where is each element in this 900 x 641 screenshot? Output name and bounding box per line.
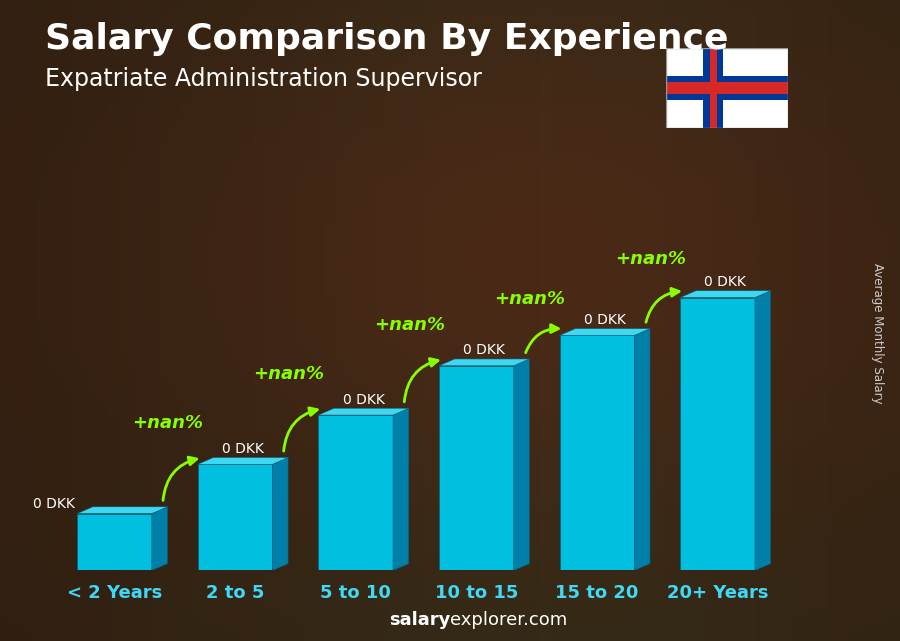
Text: explorer.com: explorer.com <box>450 612 567 629</box>
Text: salary: salary <box>389 612 450 629</box>
Polygon shape <box>198 464 273 570</box>
Text: +nan%: +nan% <box>615 250 686 268</box>
FancyArrowPatch shape <box>284 408 318 451</box>
Polygon shape <box>634 329 650 570</box>
Polygon shape <box>680 297 755 570</box>
Polygon shape <box>393 408 409 570</box>
Polygon shape <box>77 513 152 570</box>
Text: 0 DKK: 0 DKK <box>222 442 264 456</box>
Polygon shape <box>439 359 529 366</box>
FancyArrowPatch shape <box>404 358 438 402</box>
Text: Salary Comparison By Experience: Salary Comparison By Experience <box>45 22 728 56</box>
Text: +nan%: +nan% <box>374 315 445 333</box>
Text: 0 DKK: 0 DKK <box>705 275 746 289</box>
Text: 0 DKK: 0 DKK <box>343 393 384 407</box>
Bar <box>703 48 724 128</box>
Polygon shape <box>319 408 409 415</box>
FancyArrowPatch shape <box>526 324 558 353</box>
Polygon shape <box>514 359 529 570</box>
Bar <box>666 76 788 101</box>
Polygon shape <box>560 329 650 335</box>
FancyArrowPatch shape <box>646 288 679 322</box>
Polygon shape <box>439 366 514 570</box>
Text: 0 DKK: 0 DKK <box>584 313 626 327</box>
Polygon shape <box>77 507 167 513</box>
Polygon shape <box>319 415 393 570</box>
Polygon shape <box>560 335 634 570</box>
Text: Average Monthly Salary: Average Monthly Salary <box>871 263 884 404</box>
Polygon shape <box>152 507 167 570</box>
Text: +nan%: +nan% <box>253 365 324 383</box>
Text: 0 DKK: 0 DKK <box>32 497 75 511</box>
Polygon shape <box>755 291 770 570</box>
FancyArrowPatch shape <box>163 457 196 501</box>
Polygon shape <box>273 458 288 570</box>
Polygon shape <box>198 458 288 464</box>
Text: +nan%: +nan% <box>132 414 203 432</box>
Polygon shape <box>680 291 770 297</box>
Text: Expatriate Administration Supervisor: Expatriate Administration Supervisor <box>45 67 482 91</box>
Bar <box>710 48 716 128</box>
Text: 0 DKK: 0 DKK <box>464 344 505 358</box>
Text: +nan%: +nan% <box>494 290 565 308</box>
Bar <box>666 82 788 94</box>
